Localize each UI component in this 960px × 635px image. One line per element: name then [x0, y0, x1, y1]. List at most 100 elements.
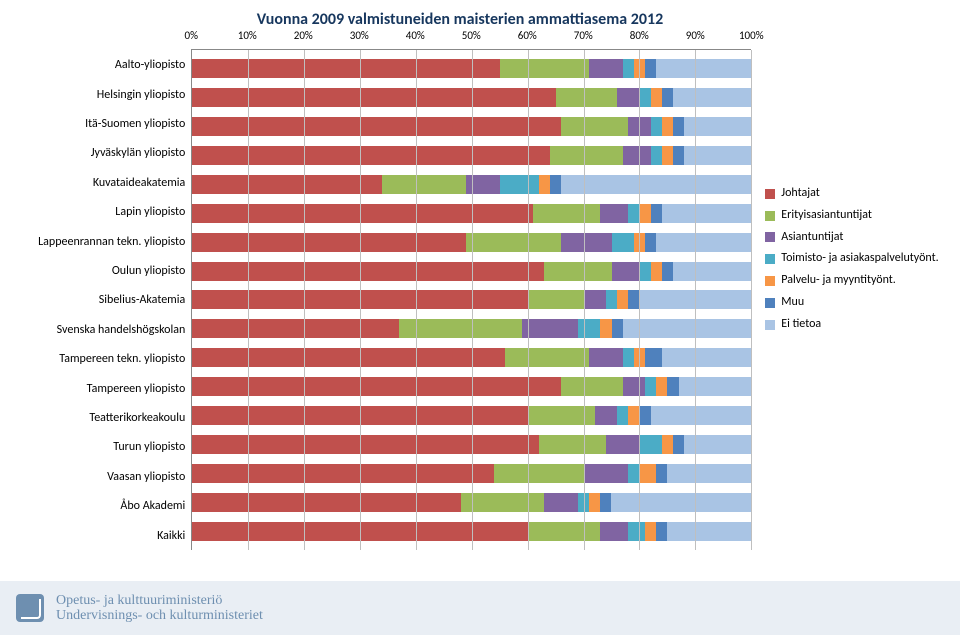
- bar-segment: [550, 146, 623, 165]
- bar-segment: [192, 88, 555, 107]
- gridline: [360, 50, 361, 550]
- bar-segment: [584, 290, 606, 309]
- gridline: [248, 50, 249, 550]
- x-tick-label: 40%: [406, 29, 425, 42]
- plot-area: [191, 49, 751, 550]
- bar-segment: [589, 59, 623, 78]
- bar-segment: [589, 493, 600, 512]
- legend-label: Asiantuntijat: [781, 231, 843, 245]
- legend: JohtajatErityisasiantuntijatAsiantuntija…: [765, 179, 950, 340]
- bar-segment: [645, 233, 656, 252]
- bar-segment: [539, 435, 606, 454]
- bar-segment: [528, 522, 601, 541]
- bar-segment: [606, 435, 640, 454]
- bar-segment: [578, 319, 600, 338]
- bar-segment: [617, 290, 628, 309]
- bar-segment: [684, 117, 751, 136]
- x-tick-label: 90%: [686, 29, 705, 42]
- bar-segment: [656, 59, 751, 78]
- bar-segment: [561, 175, 751, 194]
- bar-segment: [192, 146, 550, 165]
- legend-item: Ei tietoa: [765, 318, 950, 332]
- bar-segment: [561, 233, 611, 252]
- bar-segment: [673, 88, 751, 107]
- bar-segment: [662, 435, 673, 454]
- footer-line2: Undervisnings- och kulturministeriet: [56, 608, 263, 623]
- bar-segment: [556, 88, 617, 107]
- bar-segment: [466, 233, 561, 252]
- bar-segment: [645, 377, 656, 396]
- gridline: [416, 50, 417, 550]
- bar-segment: [623, 59, 634, 78]
- bar-segment: [645, 59, 656, 78]
- legend-item: Muu: [765, 296, 950, 310]
- gridline: [528, 50, 529, 550]
- bar-segment: [656, 233, 751, 252]
- y-category-label: Helsingin yliopisto: [20, 89, 185, 102]
- bar-segment: [522, 319, 578, 338]
- bar-segment: [192, 319, 399, 338]
- bar-segment: [192, 204, 533, 223]
- legend-label: Toimisto- ja asiakaspalvelutyönt.: [781, 252, 938, 266]
- y-category-label: Oulun yliopisto: [20, 265, 185, 278]
- x-tick-label: 0%: [185, 29, 198, 42]
- bar-segment: [684, 435, 751, 454]
- gridline: [639, 50, 640, 550]
- bar-segment: [639, 464, 656, 483]
- x-tick-label: 50%: [462, 29, 481, 42]
- y-category-label: Turun yliopisto: [20, 441, 185, 454]
- bar-segment: [639, 406, 650, 425]
- bar-segment: [628, 290, 639, 309]
- x-tick-label: 60%: [518, 29, 537, 42]
- bar-segment: [550, 175, 561, 194]
- bar-segment: [651, 117, 662, 136]
- bar-segment: [679, 377, 752, 396]
- legend-label: Muu: [781, 296, 804, 310]
- bar-segment: [662, 146, 673, 165]
- bar-segment: [628, 204, 639, 223]
- bar-segment: [617, 406, 628, 425]
- bar-segment: [651, 406, 752, 425]
- bar-segment: [628, 464, 639, 483]
- bar-segment: [639, 435, 661, 454]
- bar-segment: [645, 348, 662, 367]
- y-axis-labels: Aalto-yliopistoHelsingin yliopistoItä-Su…: [20, 51, 191, 551]
- legend-swatch-icon: [765, 298, 775, 308]
- bar-segment: [651, 146, 662, 165]
- bar-segment: [192, 59, 499, 78]
- bar-segment: [589, 348, 623, 367]
- bar-segment: [662, 204, 751, 223]
- bar-segment: [606, 290, 617, 309]
- y-category-label: Tampereen tekn. yliopisto: [20, 353, 185, 366]
- bar-segment: [544, 493, 578, 512]
- gridline: [304, 50, 305, 550]
- legend-label: Erityisasiantuntijat: [781, 209, 872, 223]
- bar-segment: [673, 117, 684, 136]
- bar-segment: [533, 204, 600, 223]
- bar-segment: [662, 88, 673, 107]
- bar-segment: [673, 146, 684, 165]
- y-category-label: Sibelius-Akatemia: [20, 294, 185, 307]
- bar-segment: [600, 319, 611, 338]
- bar-segment: [192, 262, 544, 281]
- bar-segment: [612, 262, 640, 281]
- bar-segment: [617, 88, 639, 107]
- legend-swatch-icon: [765, 276, 775, 286]
- bar-segment: [662, 348, 751, 367]
- bar-segment: [623, 377, 645, 396]
- legend-item: Asiantuntijat: [765, 231, 950, 245]
- chart-container: Vuonna 2009 valmistuneiden maisterien am…: [20, 10, 950, 570]
- gridline: [751, 50, 752, 550]
- bar-segment: [382, 175, 466, 194]
- y-category-label: Svenska handelshögskolan: [20, 324, 185, 337]
- bar-segment: [656, 464, 667, 483]
- footer: Opetus- ja kulttuuriministeriö Undervisn…: [0, 581, 960, 635]
- bar-segment: [192, 175, 382, 194]
- bar-segment: [539, 175, 550, 194]
- y-category-label: Itä-Suomen yliopisto: [20, 118, 185, 131]
- bar-segment: [600, 204, 628, 223]
- legend-swatch-icon: [765, 211, 775, 221]
- bar-segment: [651, 262, 662, 281]
- bar-segment: [528, 406, 595, 425]
- bar-segment: [673, 262, 751, 281]
